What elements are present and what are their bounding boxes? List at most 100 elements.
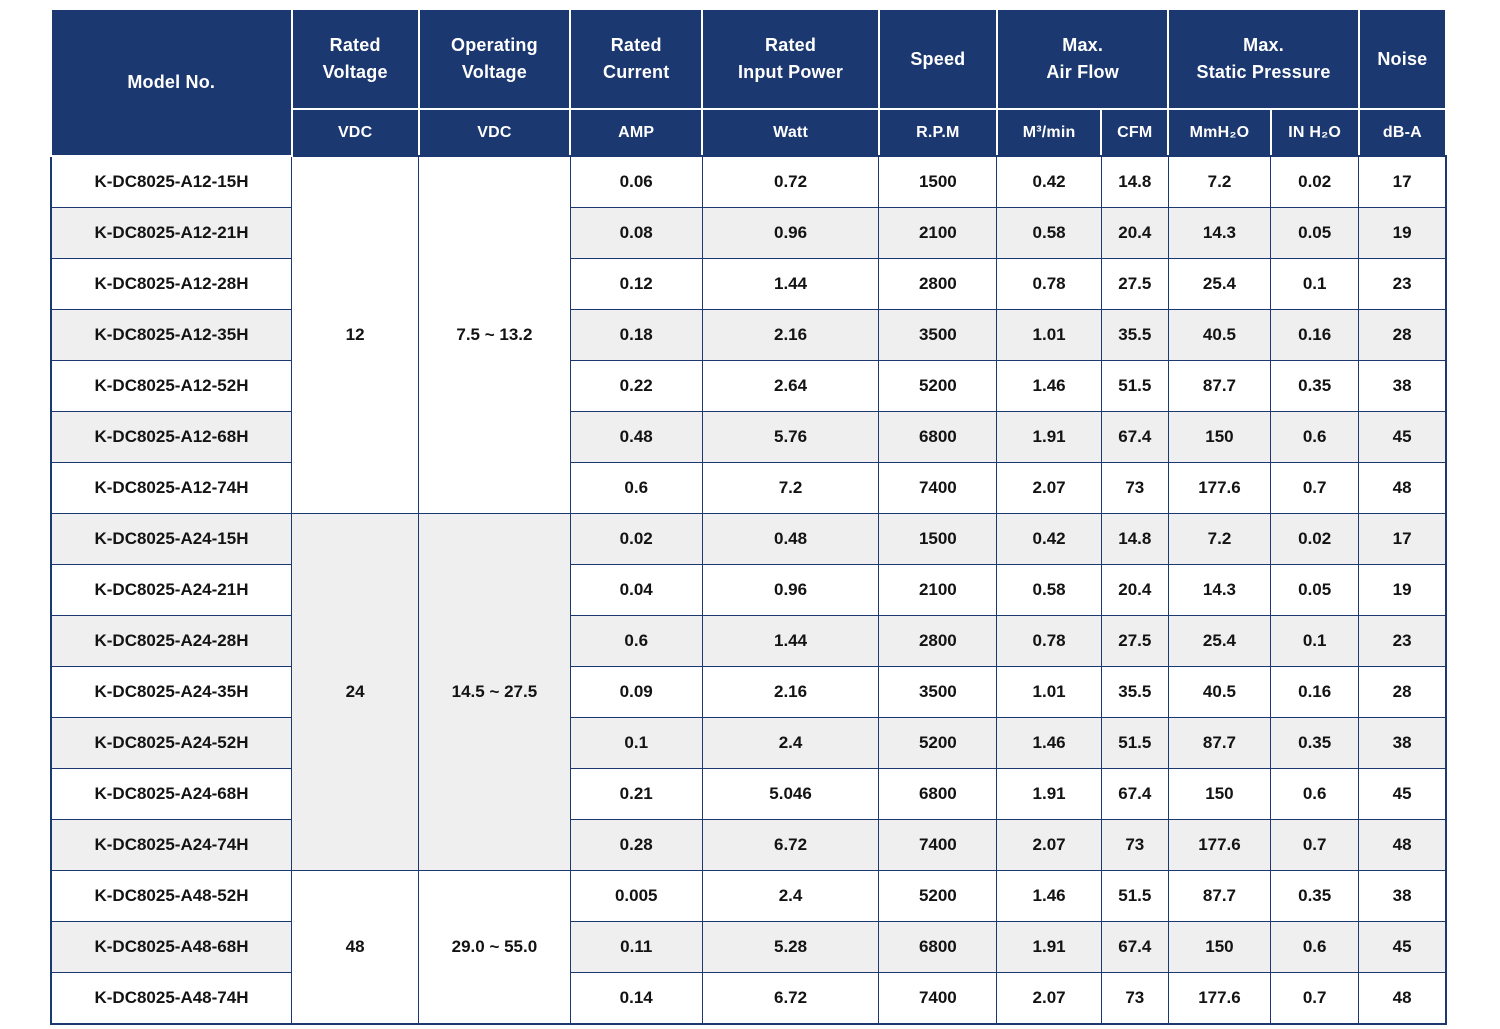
noise-cell: 45 xyxy=(1358,768,1447,820)
speed-cell: 5200 xyxy=(878,717,998,769)
airflow-m3min-cell: 0.42 xyxy=(996,513,1102,565)
pressure-mmh2o-cell: 87.7 xyxy=(1167,870,1272,922)
speed-cell: 7400 xyxy=(878,972,998,1025)
airflow-cfm-cell: 73 xyxy=(1100,972,1169,1025)
model-cell: K-DC8025-A12-74H xyxy=(50,462,292,514)
header-row-units: VDC VDC AMP Watt R.P.M M³/min CFM MmH₂O … xyxy=(51,108,1448,157)
speed-cell: 7400 xyxy=(878,462,998,514)
fan-spec-table: Model No. Rated Voltage Operating Voltag… xyxy=(50,8,1448,1025)
noise-cell: 48 xyxy=(1358,972,1447,1025)
model-cell: K-DC8025-A48-52H xyxy=(50,870,292,922)
pressure-mmh2o-cell: 25.4 xyxy=(1167,258,1272,310)
table-row: K-DC8025-A12-68H 0.48 5.76 6800 1.91 67.… xyxy=(50,411,1447,463)
airflow-m3min-cell: 1.46 xyxy=(996,360,1102,412)
speed-cell: 2100 xyxy=(878,564,998,616)
current-cell: 0.09 xyxy=(569,666,703,718)
current-cell: 0.6 xyxy=(569,615,703,667)
noise-cell: 23 xyxy=(1358,258,1447,310)
speed-cell: 6800 xyxy=(878,411,998,463)
current-cell: 0.48 xyxy=(569,411,703,463)
pressure-mmh2o-cell: 40.5 xyxy=(1167,309,1272,361)
pressure-inh2o-cell: 0.6 xyxy=(1270,921,1360,973)
airflow-cfm-cell: 20.4 xyxy=(1100,207,1169,259)
noise-cell: 17 xyxy=(1358,513,1447,565)
pressure-inh2o-cell: 0.6 xyxy=(1270,768,1360,820)
current-cell: 0.02 xyxy=(569,513,703,565)
airflow-m3min-cell: 1.91 xyxy=(996,411,1102,463)
airflow-m3min-cell: 0.58 xyxy=(996,207,1102,259)
power-cell: 6.72 xyxy=(701,819,880,871)
pressure-mmh2o-cell: 40.5 xyxy=(1167,666,1272,718)
model-cell: K-DC8025-A24-52H xyxy=(50,717,292,769)
current-cell: 0.28 xyxy=(569,819,703,871)
model-cell: K-DC8025-A12-35H xyxy=(50,309,292,361)
airflow-m3min-cell: 0.78 xyxy=(996,258,1102,310)
current-cell: 0.18 xyxy=(569,309,703,361)
current-cell: 0.21 xyxy=(569,768,703,820)
speed-cell: 5200 xyxy=(878,870,998,922)
model-cell: K-DC8025-A12-52H xyxy=(50,360,292,412)
pressure-mmh2o-cell: 87.7 xyxy=(1167,360,1272,412)
operating-voltage-cell: 29.0 ~ 55.0 xyxy=(418,870,571,1025)
pressure-inh2o-cell: 0.02 xyxy=(1270,513,1360,565)
power-cell: 2.64 xyxy=(701,360,880,412)
pressure-inh2o-cell: 0.7 xyxy=(1270,972,1360,1025)
rated-voltage-cell: 24 xyxy=(290,513,420,871)
airflow-m3min-cell: 1.01 xyxy=(996,309,1102,361)
model-cell: K-DC8025-A12-15H xyxy=(50,155,292,208)
power-cell: 2.16 xyxy=(701,309,880,361)
airflow-m3min-cell: 0.58 xyxy=(996,564,1102,616)
col-header-operating-voltage: Operating Voltage xyxy=(417,8,572,110)
pressure-mmh2o-cell: 150 xyxy=(1167,411,1272,463)
model-cell: K-DC8025-A24-21H xyxy=(50,564,292,616)
power-cell: 0.96 xyxy=(701,564,880,616)
unit-rated-current: AMP xyxy=(569,108,704,157)
table-row: K-DC8025-A12-52H 0.22 2.64 5200 1.46 51.… xyxy=(50,360,1447,412)
power-cell: 2.16 xyxy=(701,666,880,718)
table-row: K-DC8025-A48-68H 0.11 5.28 6800 1.91 67.… xyxy=(50,921,1447,973)
power-cell: 2.4 xyxy=(701,870,880,922)
power-cell: 5.28 xyxy=(701,921,880,973)
model-cell: K-DC8025-A24-28H xyxy=(50,615,292,667)
airflow-cfm-cell: 73 xyxy=(1100,462,1169,514)
speed-cell: 2100 xyxy=(878,207,998,259)
header-row-titles: Model No. Rated Voltage Operating Voltag… xyxy=(50,8,1448,157)
unit-speed: R.P.M xyxy=(877,108,998,157)
current-cell: 0.04 xyxy=(569,564,703,616)
airflow-cfm-cell: 51.5 xyxy=(1100,870,1169,922)
airflow-cfm-cell: 67.4 xyxy=(1100,411,1169,463)
current-cell: 0.06 xyxy=(569,155,703,208)
speed-cell: 3500 xyxy=(878,666,998,718)
airflow-m3min-cell: 0.78 xyxy=(996,615,1102,667)
power-cell: 0.72 xyxy=(701,155,880,208)
airflow-m3min-cell: 1.46 xyxy=(996,870,1102,922)
speed-cell: 1500 xyxy=(878,155,998,208)
col-header-speed: Speed xyxy=(877,8,998,110)
pressure-mmh2o-cell: 7.2 xyxy=(1167,513,1272,565)
noise-cell: 38 xyxy=(1358,360,1447,412)
pressure-mmh2o-cell: 87.7 xyxy=(1167,717,1272,769)
noise-cell: 45 xyxy=(1358,921,1447,973)
speed-cell: 3500 xyxy=(878,309,998,361)
table-row: K-DC8025-A24-15H 24 14.5 ~ 27.5 0.02 0.4… xyxy=(50,513,1447,871)
noise-cell: 28 xyxy=(1358,309,1447,361)
airflow-m3min-cell: 2.07 xyxy=(996,972,1102,1025)
current-cell: 0.22 xyxy=(569,360,703,412)
col-header-max-air-flow: Max. Air Flow xyxy=(995,8,1170,110)
pressure-inh2o-cell: 0.6 xyxy=(1270,411,1360,463)
pressure-mmh2o-cell: 7.2 xyxy=(1167,155,1272,208)
noise-cell: 19 xyxy=(1358,207,1447,259)
noise-cell: 23 xyxy=(1358,615,1447,667)
unit-m3min: M³/min xyxy=(995,108,1103,157)
current-cell: 0.12 xyxy=(569,258,703,310)
table-row: K-DC8025-A24-74H 0.28 6.72 7400 2.07 73 … xyxy=(50,819,1447,871)
table-row: K-DC8025-A24-28H 0.6 1.44 2800 0.78 27.5… xyxy=(50,615,1447,667)
pressure-inh2o-cell: 0.05 xyxy=(1270,564,1360,616)
power-cell: 7.2 xyxy=(701,462,880,514)
col-header-max-static-pressure: Max. Static Pressure xyxy=(1167,8,1360,110)
power-cell: 1.44 xyxy=(701,258,880,310)
pressure-mmh2o-cell: 25.4 xyxy=(1167,615,1272,667)
power-cell: 5.046 xyxy=(701,768,880,820)
pressure-inh2o-cell: 0.02 xyxy=(1270,155,1360,208)
